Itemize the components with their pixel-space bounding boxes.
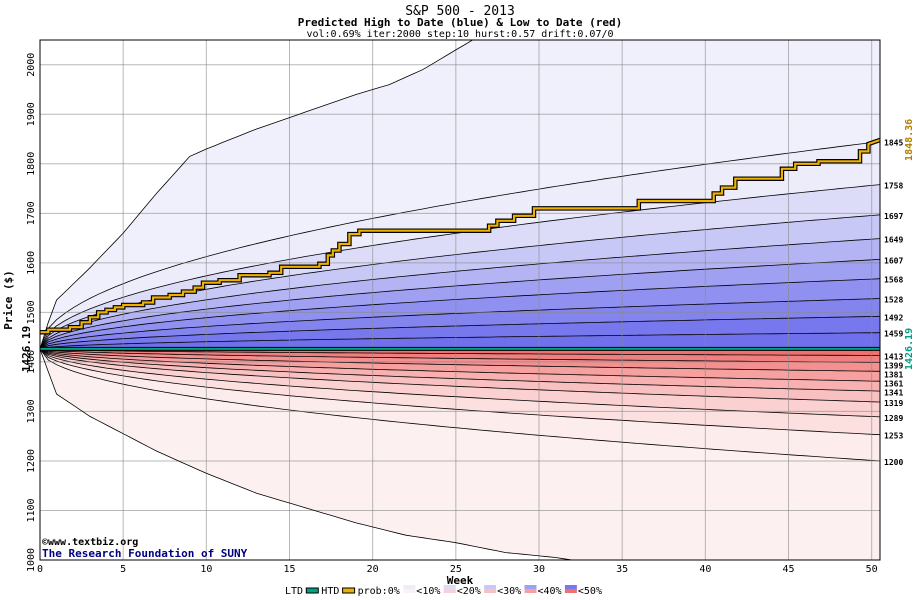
legend-prob-item: <20% — [457, 586, 481, 597]
band-end-label: 1492 — [884, 313, 903, 322]
band-end-label: 1758 — [884, 182, 903, 191]
legend-swatch-blue — [484, 585, 497, 589]
band-end-label: 1361 — [884, 379, 903, 388]
x-tick-label: 40 — [699, 564, 711, 575]
legend-prob-label: prob:0% — [358, 586, 400, 597]
band-line — [39, 298, 881, 350]
band-line — [39, 315, 881, 350]
chart-subtitle: Predicted High to Date (blue) & Low to D… — [298, 16, 623, 29]
probability-bands — [40, 40, 880, 560]
y-tick-label: 1100 — [26, 498, 37, 522]
legend-swatch-blue — [403, 585, 416, 589]
legend-prob-swatch — [403, 585, 416, 593]
y-tick-label: 1200 — [26, 449, 37, 473]
band-line — [39, 348, 881, 462]
legend-htd-label: HTD — [321, 586, 339, 597]
band-line — [39, 348, 881, 372]
band-end-label: 1568 — [884, 276, 903, 285]
legend-swatch-blue — [524, 585, 537, 589]
x-tick-label: 20 — [367, 564, 379, 575]
chart-params: vol:0.69% iter:2000 step:10 hurst:0.57 d… — [306, 29, 613, 40]
band-line — [39, 348, 881, 356]
band-line — [39, 348, 881, 363]
legend-swatch-red — [524, 589, 537, 593]
x-tick-label: 15 — [283, 564, 295, 575]
legend-prob-swatch — [524, 585, 537, 593]
band-end-labels: 1845 1758 1697 1649 1607 1568 1528 1492 1459 1413… — [884, 139, 903, 467]
band-line — [39, 141, 881, 350]
y-tick-label: 1300 — [26, 399, 37, 423]
x-tick-label: 30 — [533, 564, 545, 575]
start-price-label: 1426.19 — [20, 326, 33, 372]
band-end-label: 1649 — [884, 236, 903, 245]
plot-frame — [39, 39, 881, 561]
band-end-label: 1381 — [884, 370, 903, 379]
y-tick-label: 1800 — [26, 152, 37, 176]
series-lines — [40, 137, 881, 351]
x-tick-label: 45 — [782, 564, 794, 575]
ltd-end-label: 1426.19 — [904, 328, 915, 370]
band-end-label: 1319 — [884, 399, 903, 408]
band-end-label: 1341 — [884, 388, 903, 397]
y-tick-label: 2000 — [26, 53, 37, 77]
band-end-label: 1399 — [884, 361, 903, 370]
credit-text: The Research Foundation of SUNY — [42, 547, 248, 560]
x-tick-label: 0 — [37, 564, 43, 575]
legend-prob-item: <30% — [497, 586, 521, 597]
legend-swatch-red — [403, 589, 416, 593]
band-line — [39, 238, 881, 350]
legend-prob-swatch — [564, 585, 577, 593]
band-line — [39, 332, 881, 350]
band-end-label: 1253 — [884, 432, 903, 441]
band-end-label: 1289 — [884, 414, 903, 423]
x-tick-label: 5 — [120, 564, 126, 575]
y-tick-labels: 1000 1100 1200 1300 1400 1500 1600 1700 1800 1900… — [26, 53, 37, 572]
band-line — [39, 278, 881, 350]
band-end-label: 1459 — [884, 330, 903, 339]
htd-line — [40, 138, 881, 334]
x-tick-label: 50 — [866, 564, 878, 575]
y-tick-label: 1400 — [26, 350, 37, 374]
y-tick-label: 1000 — [26, 548, 37, 572]
x-tick-label: 10 — [200, 564, 212, 575]
band-end-label: 1697 — [884, 212, 903, 221]
x-tick-labels: 0 5 10 15 20 25 30 35 40 45 50 — [37, 564, 878, 575]
y-axis-label: Price ($) — [2, 270, 15, 330]
band-end-label: 1528 — [884, 296, 903, 305]
legend-prob-swatch — [443, 585, 456, 593]
legend-swatch-red — [443, 589, 456, 593]
legend-prob-item: <10% — [416, 586, 440, 597]
band-end-label: 1413 — [884, 352, 903, 361]
x-axis-label: Week — [447, 574, 474, 587]
legend-prob-item: <50% — [578, 586, 602, 597]
y-tick-label: 1500 — [26, 300, 37, 324]
y-tick-label: 1600 — [26, 251, 37, 275]
chart-title: S&P 500 - 2013 — [405, 4, 515, 19]
legend-swatch-blue — [443, 585, 456, 589]
x-tick-label: 25 — [450, 564, 462, 575]
legend: LTD HTD prob:0% <10% <20% <30% <40% <50% — [285, 585, 602, 597]
legend-ltd-label: LTD — [285, 586, 303, 597]
legend-prob-item: <40% — [538, 586, 562, 597]
band-end-label: 1845 — [884, 139, 903, 148]
band-end-label: 1607 — [884, 256, 903, 265]
x-tick-label: 35 — [616, 564, 628, 575]
legend-prob-swatch — [484, 585, 497, 593]
htd-end-label: 1848.36 — [904, 119, 915, 161]
legend-swatch-red — [484, 589, 497, 593]
legend-swatch-blue — [564, 585, 577, 589]
y-tick-label: 1900 — [26, 102, 37, 126]
blue-band — [40, 332, 880, 349]
band-line — [39, 348, 881, 436]
band-end-label: 1200 — [884, 458, 903, 467]
band-line — [39, 348, 881, 403]
watermark: ©www.textbiz.org — [42, 536, 138, 548]
band-line — [39, 348, 881, 392]
legend-swatch-red — [564, 589, 577, 593]
y-tick-label: 1700 — [26, 201, 37, 225]
legend-htd-swatch — [342, 587, 356, 594]
legend-ltd-swatch — [305, 587, 319, 594]
